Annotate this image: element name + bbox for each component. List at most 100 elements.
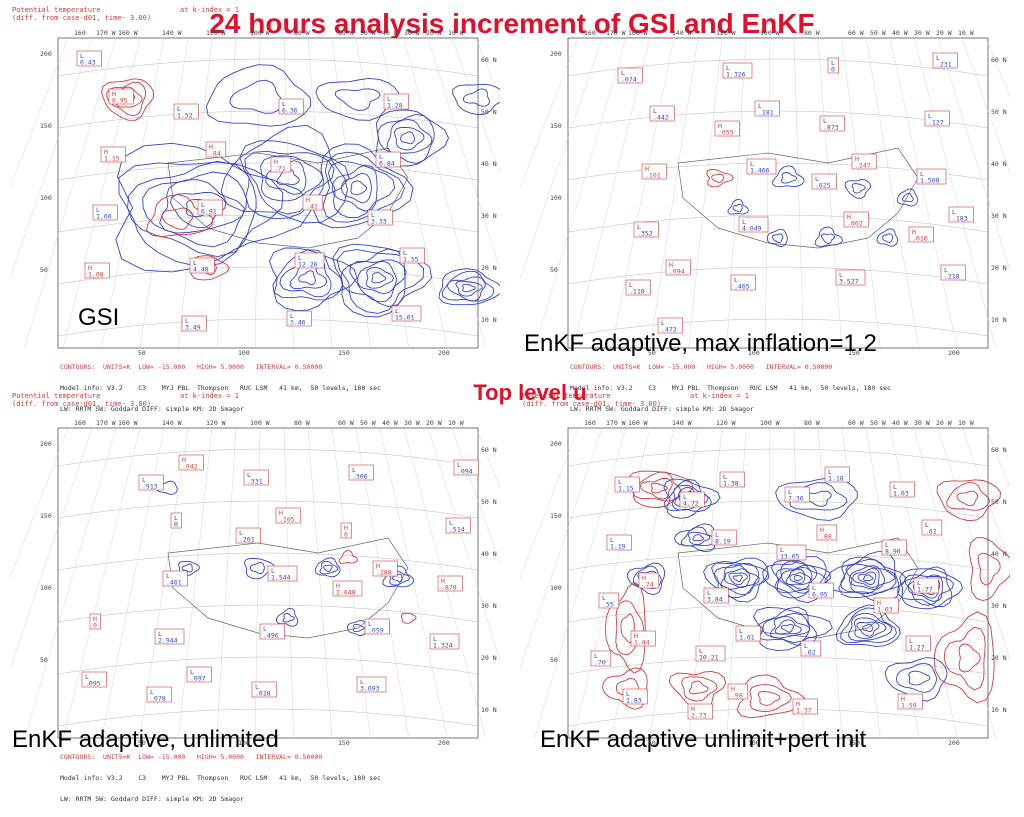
contour-line xyxy=(899,568,964,610)
latitude-line xyxy=(57,318,479,337)
extremum-value: .097 xyxy=(190,675,206,683)
contour-line xyxy=(146,194,214,238)
extremum-label: L.059 xyxy=(364,618,390,635)
extremum-label: L4.049 xyxy=(738,216,769,233)
x-tick-top: 60 W xyxy=(338,419,354,427)
contour-line xyxy=(943,626,986,691)
latitude-line xyxy=(567,448,989,467)
extremum-value: 3.093 xyxy=(360,685,380,693)
lat-label: 50 N xyxy=(481,108,497,116)
extremum-type: L xyxy=(823,117,827,125)
x-tick-bottom: 150 xyxy=(338,739,350,747)
contour-line xyxy=(884,657,948,702)
lat-label: 60 N xyxy=(481,446,497,454)
panel-footer: CONTOURS: UNITS=K LOW= -15.000 HIGH= 5.0… xyxy=(60,363,381,413)
contour-line xyxy=(602,667,648,710)
extremum-type: L xyxy=(387,95,391,103)
contour-line xyxy=(392,573,403,583)
extremum-value: .094 xyxy=(457,468,473,476)
extremum-type: L xyxy=(177,105,181,113)
extremum-label: L1.15 xyxy=(614,476,640,493)
slide-subtitle: Top level u xyxy=(473,380,587,405)
extremum-type: L xyxy=(812,584,816,592)
y-tick-left: 200 xyxy=(550,440,562,448)
extremum-label: L.306 xyxy=(348,464,374,481)
meridian-line xyxy=(520,37,579,189)
extremum-value: .84 xyxy=(209,150,221,158)
extremum-value: 2.73 xyxy=(691,712,707,720)
contour-line xyxy=(907,574,943,602)
extremum-label: L8.90 xyxy=(881,539,907,556)
contour-line xyxy=(349,259,407,303)
extremum-value: .873 xyxy=(823,124,839,132)
extremum-type: L xyxy=(734,276,738,284)
contour-line xyxy=(327,161,396,218)
lat-label: 40 N xyxy=(481,550,497,558)
extremum-label: H.71 xyxy=(270,156,292,173)
extremum-type: L xyxy=(815,175,819,183)
x-tick-top: 20 W xyxy=(936,29,952,37)
x-tick-top: 100 W xyxy=(250,29,270,37)
extremum-type: L xyxy=(290,312,294,320)
extremum-label: L.472 xyxy=(657,317,683,334)
contour-line xyxy=(727,198,749,215)
meridian-line xyxy=(889,37,958,349)
meridian-line xyxy=(216,427,237,739)
contour-line xyxy=(650,482,669,494)
x-tick-top: 40 W xyxy=(382,29,398,37)
extremum-type: L xyxy=(190,668,194,676)
extremum-value: 15.01 xyxy=(395,314,415,322)
contour-line xyxy=(785,568,812,586)
x-tick-top: 160 W xyxy=(118,29,138,37)
extremum-value: .078 xyxy=(150,695,166,703)
x-tick-top: 160 xyxy=(584,29,596,37)
extremum-label: H.942 xyxy=(178,454,204,471)
contour-line xyxy=(862,623,874,633)
extremum-label: L13.05 xyxy=(776,544,807,561)
extremum-label: L6.84 xyxy=(375,151,401,168)
x-tick-top: 140 W xyxy=(162,419,182,427)
extremum-value: 1.38 xyxy=(723,480,739,488)
extremum-type: L xyxy=(158,630,162,638)
extremum-label: L4.72 xyxy=(679,491,705,508)
contour-line xyxy=(688,680,709,695)
x-tick-top: 10 W xyxy=(448,419,464,427)
latitude-line xyxy=(567,266,989,285)
extremum-label: L1.52 xyxy=(173,103,199,120)
extremum-label: H1.08 xyxy=(84,262,110,279)
extremum-value: 7.36 xyxy=(788,495,804,503)
extremum-type: H xyxy=(209,143,213,151)
panel-header: Potential temperature (diff. from case-d… xyxy=(12,392,152,408)
y-tick-left: 50 xyxy=(550,656,558,664)
x-tick-top: 170 W xyxy=(606,419,626,427)
meridian-line xyxy=(649,37,699,349)
meridian-line xyxy=(611,37,675,349)
lat-label: 20 N xyxy=(481,654,497,662)
contour-line xyxy=(774,560,826,594)
lat-label: 60 N xyxy=(481,56,497,64)
contour-line xyxy=(298,270,316,285)
contour-line xyxy=(703,557,769,603)
contour-line xyxy=(265,160,307,195)
extremum-type: L xyxy=(780,546,784,554)
extremum-value: .496 xyxy=(263,632,279,640)
plot-frame xyxy=(57,37,479,349)
x-tick-top: 160 xyxy=(584,419,596,427)
panel-header: Potential temperature (diff. from case-d… xyxy=(522,392,662,408)
extremum-type: L xyxy=(917,579,921,587)
contour-line xyxy=(357,260,397,295)
extremum-label: H.247 xyxy=(851,153,877,170)
contour-line xyxy=(341,172,372,204)
extremum-type: H xyxy=(182,456,186,464)
contour-line xyxy=(902,192,914,203)
extremum-label: L3.527 xyxy=(835,269,866,286)
extremum-type: L xyxy=(371,211,375,219)
extremum-type: L xyxy=(594,652,598,660)
contour-line xyxy=(249,562,265,575)
extremum-value: 3.46 xyxy=(290,319,306,327)
extremum-value: .101 xyxy=(645,172,661,180)
extremum-type: L xyxy=(804,642,808,650)
contour-line xyxy=(852,568,880,589)
extremum-value: 1.326 xyxy=(726,71,746,79)
contour-line xyxy=(794,575,803,581)
